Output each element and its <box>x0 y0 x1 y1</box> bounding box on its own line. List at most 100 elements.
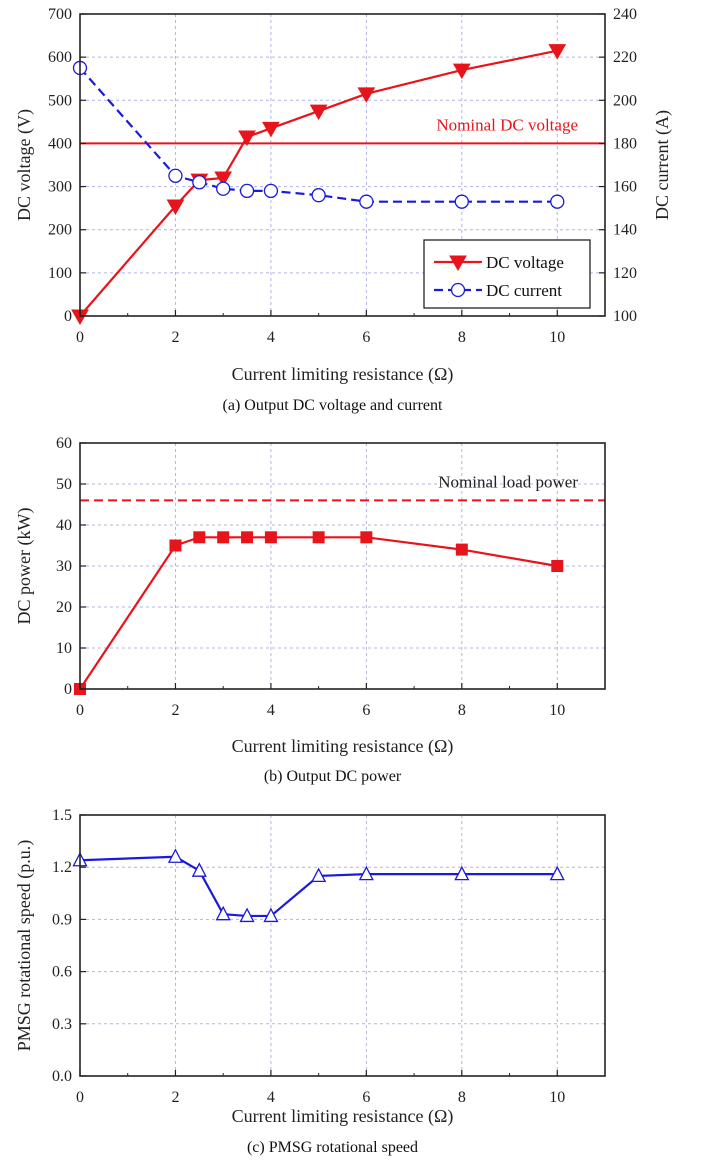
x-tick-label: 6 <box>362 702 370 719</box>
legend-marker <box>449 255 467 272</box>
x-tick-label: 0 <box>76 702 84 719</box>
data-point <box>238 130 256 146</box>
data-point <box>216 181 231 196</box>
y-tick-label: 100 <box>48 265 72 282</box>
data-point <box>264 531 277 544</box>
data-point <box>193 531 206 544</box>
data-point <box>263 183 279 199</box>
data-point <box>215 905 231 921</box>
x-tick-label: 4 <box>267 1089 275 1106</box>
y2-tick-label: 160 <box>613 179 637 196</box>
x-axis-label: Current limiting resistance (Ω) <box>232 364 454 385</box>
series-line-0 <box>79 49 558 317</box>
x-tick-label: 10 <box>549 329 565 346</box>
y-tick-label: 50 <box>56 476 72 493</box>
y2-tick-label: 180 <box>613 135 637 152</box>
x-tick-label: 4 <box>267 702 275 719</box>
plot-frame <box>79 814 606 1077</box>
figure-caption: (a) Output DC voltage and current <box>223 397 443 414</box>
y-tick-label: 0.3 <box>52 1016 72 1033</box>
y-tick-label: 40 <box>56 517 72 534</box>
data-point <box>239 183 255 199</box>
series-line-0 <box>79 536 558 690</box>
x-tick-label: 6 <box>362 1089 370 1106</box>
data-point <box>169 539 182 552</box>
x-tick-label: 2 <box>171 329 179 346</box>
x-tick-label: 0 <box>76 329 84 346</box>
y2-tick-label: 220 <box>613 49 637 66</box>
y-tick-label: 0 <box>64 308 72 325</box>
data-point <box>454 194 469 209</box>
y-tick-label: 400 <box>48 135 72 152</box>
y-tick-label: 20 <box>56 599 72 616</box>
x-axis-label: Current limiting resistance (Ω) <box>232 1106 454 1127</box>
x-axis-label: Current limiting resistance (Ω) <box>232 736 454 757</box>
y2-tick-label: 200 <box>613 92 637 109</box>
y2-tick-label: 240 <box>613 6 637 23</box>
y2-tick-label: 100 <box>613 308 637 325</box>
y-tick-label: 600 <box>48 49 72 66</box>
y-tick-label: 200 <box>48 222 72 239</box>
data-point <box>309 104 328 121</box>
data-point <box>311 867 327 883</box>
x-tick-label: 10 <box>549 1089 565 1106</box>
y-tick-label: 0.0 <box>52 1068 72 1085</box>
y-tick-label: 300 <box>48 179 72 196</box>
y2-tick-label: 120 <box>613 265 637 282</box>
y-tick-label: 30 <box>56 558 72 575</box>
y-tick-label: 10 <box>56 640 72 657</box>
reference-line-label: Nominal load power <box>438 472 578 491</box>
legend: DC voltage DC current <box>423 239 591 309</box>
chart-c: 0 2 4 6 8 10 0.0 0.3 0.6 0.9 1.2 1.5 Current limitin… <box>14 807 606 1156</box>
x-tick-label: 2 <box>171 702 179 719</box>
y2-axis-label: DC current (A) <box>652 110 673 220</box>
data-point <box>239 907 255 923</box>
x-tick-label: 6 <box>362 329 370 346</box>
y2-tick-label: 140 <box>613 222 637 239</box>
data-point <box>452 63 471 80</box>
series-line-0 <box>79 855 558 918</box>
data-point <box>549 865 565 881</box>
reference-line-label: Nominal DC voltage <box>436 115 578 134</box>
data-point <box>312 531 325 544</box>
figure-caption: (c) PMSG rotational speed <box>247 1139 418 1156</box>
data-point <box>454 865 470 881</box>
data-point <box>359 194 374 209</box>
chart-b: Nominal load power 0 2 4 6 8 10 0 10 20 30 40 50 60 Cu… <box>14 435 606 785</box>
data-point <box>360 531 373 544</box>
data-point <box>191 862 207 877</box>
figure-caption: (b) Output DC power <box>264 768 402 785</box>
series-line-1 <box>79 67 558 203</box>
data-point <box>551 560 564 572</box>
plot-frame <box>79 13 606 317</box>
legend-label: DC voltage <box>486 253 564 272</box>
x-tick-label: 0 <box>76 1089 84 1106</box>
legend-marker <box>450 282 466 298</box>
y-axis-label: DC power (kW) <box>14 508 35 625</box>
data-point <box>358 865 374 881</box>
x-tick-label: 2 <box>171 1089 179 1106</box>
y-tick-label: 1.2 <box>52 859 72 876</box>
y-tick-label: 700 <box>48 6 72 23</box>
y-tick-label: 0.6 <box>52 964 72 981</box>
x-tick-label: 10 <box>549 702 565 719</box>
x-tick-label: 8 <box>458 1089 466 1106</box>
x-tick-label: 8 <box>458 702 466 719</box>
data-point <box>168 168 183 183</box>
data-point <box>311 188 326 203</box>
data-point <box>241 531 254 544</box>
legend-label: DC current <box>486 281 562 300</box>
data-point <box>357 87 376 103</box>
x-tick-label: 8 <box>458 329 466 346</box>
data-point <box>166 199 185 215</box>
x-tick-label: 4 <box>267 329 275 346</box>
y-tick-label: 60 <box>56 435 72 452</box>
data-point <box>192 175 207 190</box>
data-point <box>214 171 233 187</box>
y-axis-label: DC voltage (V) <box>14 109 35 221</box>
y-tick-label: 500 <box>48 92 72 109</box>
data-point <box>263 907 279 923</box>
data-point <box>550 194 565 209</box>
data-point <box>167 848 184 863</box>
